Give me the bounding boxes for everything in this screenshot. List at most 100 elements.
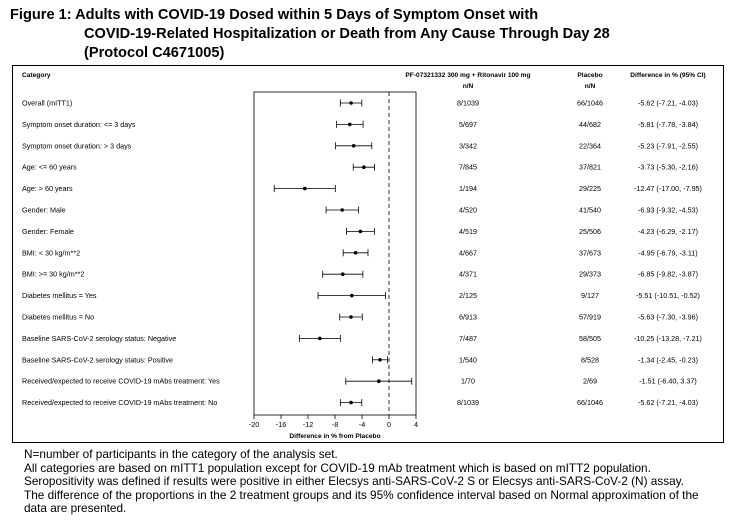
- x-tick-label: -16: [276, 420, 286, 429]
- point-estimate: [351, 144, 356, 148]
- row-category-label: Age: <= 60 years: [22, 163, 77, 172]
- footnote-4: The difference of the proportions in the…: [24, 487, 699, 502]
- row-difference-value: -5.51 (-10.51, -0.52): [636, 291, 700, 300]
- row-category-label: BMI: < 30 kg/m**2: [22, 248, 80, 257]
- row-difference-value: -1.34 (-2.45, -0.23): [638, 355, 698, 364]
- row-category-label: BMI: >= 30 kg/m**2: [22, 270, 84, 279]
- x-tick-label: -4: [359, 420, 365, 429]
- footnotes: N=number of participants in the category…: [24, 447, 736, 516]
- footnote-1: N=number of participants in the category…: [24, 447, 338, 461]
- x-tick-label: -8: [332, 420, 338, 429]
- row-difference-value: -5.23 (-7.91, -2.55): [638, 141, 698, 150]
- point-estimate: [349, 101, 353, 105]
- row-placebo-value: 37/821: [579, 163, 601, 172]
- row-treatment-value: 1/70: [461, 377, 475, 386]
- row-difference-value: -12.47 (-17.00, -7.95): [634, 184, 702, 193]
- row-difference-value: -4.23 (-6.29, -2.17): [638, 227, 698, 236]
- row-treatment-value: 3/342: [459, 141, 477, 150]
- row-category-label: Baseline SARS-CoV-2 serology status: Neg…: [22, 334, 176, 343]
- point-estimate: [303, 186, 307, 191]
- row-category-label: Diabetes mellitus = Yes: [22, 291, 97, 300]
- header-difference: Difference in % (95% CI): [630, 72, 705, 79]
- row-difference-value: -3.73 (-5.30, -2.16): [638, 163, 698, 172]
- footnote-5: data are presented.: [24, 501, 127, 516]
- figure-title-line-2: COVID-19-Related Hospitalization or Deat…: [84, 26, 610, 42]
- row-placebo-value: 22/364: [579, 141, 601, 150]
- row-treatment-value: 4/667: [459, 248, 477, 257]
- row-placebo-value: 9/127: [581, 291, 599, 300]
- row-placebo-value: 8/528: [581, 355, 599, 364]
- row-treatment-value: 7/487: [459, 334, 477, 343]
- row-category-label: Symptom onset duration: <= 3 days: [22, 120, 136, 129]
- row-difference-value: -4.95 (-6.79, -3.11): [638, 248, 697, 257]
- row-treatment-value: 1/194: [459, 184, 477, 193]
- header-category: Category: [22, 72, 51, 79]
- row-category-label: Symptom onset duration: > 3 days: [22, 141, 132, 150]
- point-estimate: [340, 208, 345, 212]
- header-placebo: Placebo: [577, 72, 602, 79]
- row-treatment-value: 4/519: [459, 227, 477, 236]
- figure-title-line-1: Figure 1: Adults with COVID-19 Dosed wit…: [10, 7, 539, 23]
- footnote-3: Seropositivity was defined if results we…: [24, 474, 684, 489]
- point-estimate: [318, 336, 322, 341]
- point-estimate: [358, 229, 363, 234]
- point-estimate: [340, 272, 345, 277]
- x-axis-label: Difference in % from Placebo: [289, 433, 380, 440]
- x-tick-label: -12: [303, 420, 313, 429]
- point-estimate: [377, 379, 381, 384]
- point-estimate: [349, 315, 353, 319]
- row-treatment-value: 5/697: [459, 120, 477, 129]
- row-difference-value: -6.85 (-9.82, -3.87): [638, 270, 698, 279]
- row-difference-value: -5.63 (-7.30, -3.96): [638, 313, 698, 322]
- row-placebo-value: 29/225: [579, 184, 601, 193]
- row-placebo-value: 57/919: [579, 313, 601, 322]
- row-difference-value: -5.62 (-7.21, -4.03): [638, 99, 698, 108]
- row-difference-value: -5.62 (-7.21, -4.03): [638, 398, 698, 407]
- row-category-label: Received/expected to receive COVID-19 mA…: [22, 377, 220, 386]
- x-tick-label: -20: [249, 420, 259, 429]
- row-placebo-value: 44/682: [579, 120, 601, 129]
- figure-title-line-3: (Protocol C4671005): [84, 45, 225, 61]
- row-treatment-value: 7/845: [459, 163, 477, 172]
- row-treatment-value: 4/520: [459, 206, 477, 215]
- row-category-label: Baseline SARS-CoV-2 serology status: Pos…: [22, 355, 173, 364]
- row-placebo-value: 66/1046: [577, 99, 603, 108]
- row-difference-value: -6.93 (-9.32, -4.53): [638, 206, 698, 215]
- row-treatment-value: 6/913: [459, 313, 477, 322]
- row-placebo-value: 29/373: [579, 270, 601, 279]
- point-estimate: [362, 165, 366, 169]
- chart-frame: [12, 65, 724, 443]
- point-estimate: [349, 400, 353, 405]
- row-category-label: Overall (mITT1): [22, 99, 72, 108]
- row-placebo-value: 37/673: [579, 248, 601, 257]
- row-category-label: Gender: Male: [22, 206, 66, 215]
- row-placebo-value: 58/505: [579, 334, 601, 343]
- row-difference-value: -5.81 (-7.78, -3.84): [638, 120, 698, 129]
- figure-title: Figure 1: Adults with COVID-19 Dosed wit…: [10, 6, 730, 63]
- row-placebo-value: 2/69: [583, 377, 597, 386]
- header-treatment: PF-07321332 300 mg + Ritonavir 100 mg: [405, 72, 530, 79]
- footnote-2: All categories are based on mITT1 popula…: [24, 460, 651, 475]
- row-placebo-value: 66/1046: [577, 398, 603, 407]
- x-tick-label: 4: [414, 420, 418, 429]
- row-treatment-value: 1/540: [459, 355, 477, 364]
- row-difference-value: -1.51 (-6.40, 3.37): [639, 377, 697, 386]
- row-category-label: Received/expected to receive COVID-19 mA…: [22, 398, 217, 407]
- point-estimate: [350, 293, 354, 298]
- row-treatment-value: 8/1039: [457, 99, 479, 108]
- row-placebo-value: 25/506: [579, 227, 601, 236]
- plot-area: [253, 91, 417, 416]
- row-category-label: Age: > 60 years: [22, 184, 73, 193]
- row-treatment-value: 2/125: [459, 291, 477, 300]
- row-category-label: Diabetes mellitus = No: [22, 313, 94, 322]
- row-category-label: Gender: Female: [22, 227, 74, 236]
- forest-plot: Category PF-07321332 300 mg + Ritonavir 1…: [22, 72, 706, 440]
- x-tick-label: 0: [387, 420, 391, 429]
- row-treatment-value: 4/371: [459, 270, 477, 279]
- point-estimate: [378, 358, 382, 362]
- row-placebo-value: 41/540: [579, 206, 601, 215]
- point-estimate: [353, 251, 358, 255]
- header-placebo-nn: n/N: [585, 83, 596, 90]
- header-treatment-nn: n/N: [463, 83, 474, 90]
- row-difference-value: -10.25 (-13.28, -7.21): [634, 334, 702, 343]
